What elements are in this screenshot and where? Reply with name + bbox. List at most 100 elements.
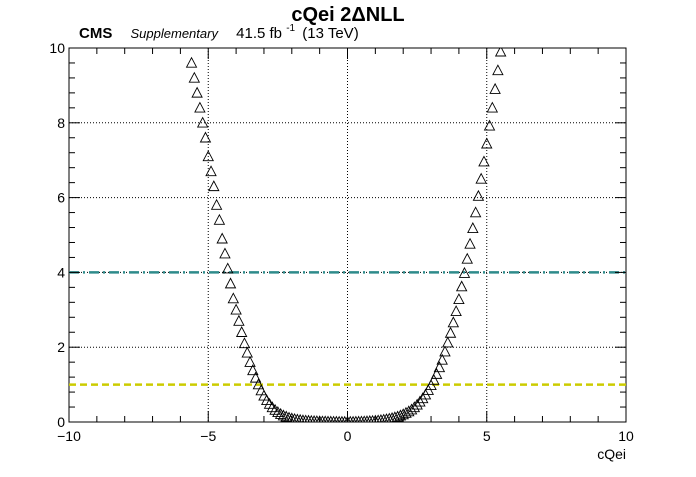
data-point <box>295 413 305 422</box>
data-point <box>428 373 440 385</box>
data-point <box>307 414 316 422</box>
data-point <box>338 415 346 422</box>
data-point <box>469 206 482 218</box>
data-point <box>224 277 237 289</box>
data-point <box>436 353 448 365</box>
data-point <box>272 406 284 417</box>
reference-lines <box>69 271 626 386</box>
data-point <box>391 410 404 422</box>
data-point <box>255 384 267 396</box>
data-point <box>252 378 265 390</box>
data-point <box>208 180 220 192</box>
data-point <box>301 414 310 422</box>
data-point <box>411 398 423 410</box>
data-point <box>486 101 499 113</box>
data-point <box>483 119 496 131</box>
data-point <box>241 346 253 358</box>
data-point <box>467 222 479 233</box>
data-point <box>191 86 203 98</box>
data-point <box>442 336 454 348</box>
data-point <box>286 412 297 422</box>
data-point <box>185 56 198 68</box>
y-tick-label: 10 <box>49 40 65 56</box>
x-axis-label: cQei <box>597 446 626 462</box>
y-tick-label: 0 <box>57 414 65 430</box>
data-point <box>274 407 287 419</box>
data-point <box>227 292 240 304</box>
data-point <box>461 252 474 264</box>
lumi-value: 41.5 fb <box>236 25 282 42</box>
data-point <box>269 403 281 415</box>
data-point <box>447 316 460 328</box>
data-point <box>403 405 415 417</box>
data-point <box>433 361 446 373</box>
data-point <box>498 28 508 38</box>
data-point <box>492 64 504 76</box>
data-point <box>344 415 351 422</box>
data-point <box>298 414 307 422</box>
data-point <box>330 415 337 422</box>
x-tick-label: 10 <box>618 428 634 444</box>
data-point <box>233 314 245 326</box>
data-point <box>489 82 501 94</box>
data-point <box>458 266 471 278</box>
tick-labels: −10 −5 0 5 10 0 2 4 6 8 10 <box>49 40 634 444</box>
data-point <box>327 415 335 422</box>
data-point <box>216 232 228 244</box>
supplementary-label: Supplementary <box>131 26 220 41</box>
data-point <box>244 355 256 367</box>
y-tick-label: 8 <box>57 115 65 131</box>
data-point <box>394 409 407 421</box>
data-point <box>205 165 217 177</box>
data-point <box>247 364 259 376</box>
data-point <box>221 262 234 274</box>
data-point <box>478 155 490 167</box>
data-point <box>333 415 340 422</box>
data-point <box>439 345 451 357</box>
x-tick-label: 5 <box>483 428 491 444</box>
data-point <box>494 48 507 57</box>
data-point <box>450 305 462 316</box>
data-point <box>280 410 292 422</box>
data-point <box>316 415 324 422</box>
data-point <box>213 213 226 225</box>
data-point <box>416 392 429 404</box>
data-point <box>455 280 468 292</box>
x-tick-label: 0 <box>344 428 352 444</box>
data-point <box>481 137 493 149</box>
data-point <box>425 379 437 391</box>
data-point <box>188 71 201 83</box>
y-tick-label: 2 <box>57 339 65 355</box>
data-point <box>464 237 476 249</box>
data-point <box>408 401 421 413</box>
data-point <box>430 367 443 379</box>
x-tick-label: −5 <box>200 428 216 444</box>
data-point <box>277 409 290 421</box>
axis-ticks <box>68 47 627 423</box>
data-point <box>444 326 457 338</box>
y-tick-label: 4 <box>57 264 65 280</box>
data-point <box>219 247 231 259</box>
data-point <box>230 303 242 315</box>
data-point <box>199 131 212 143</box>
data-point <box>235 326 248 337</box>
energy-label: (13 TeV) <box>302 25 358 42</box>
data-point <box>238 337 251 349</box>
data-point <box>266 401 279 413</box>
data-point <box>414 395 426 407</box>
data-point <box>335 415 343 422</box>
header-line: CMS Supplementary 41.5 fb -1 (13 TeV) <box>79 18 359 42</box>
y-tick-label: 6 <box>57 190 65 206</box>
x-tick-label: −10 <box>57 428 81 444</box>
data-point <box>210 198 223 210</box>
data-point <box>196 116 209 128</box>
experiment-label: CMS <box>79 25 112 42</box>
data-point <box>202 150 214 162</box>
data-point <box>475 172 487 184</box>
data-point <box>324 415 332 422</box>
data-point <box>453 293 465 305</box>
data-point <box>304 414 313 422</box>
lumi-exponent: -1 <box>286 23 295 34</box>
